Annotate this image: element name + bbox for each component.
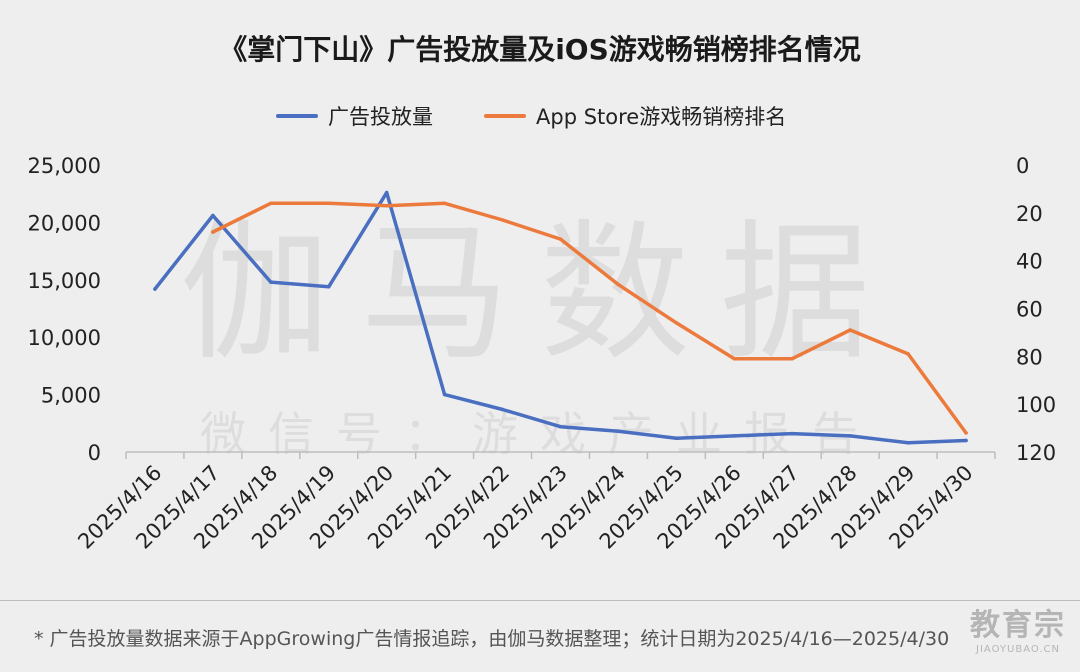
footnote: * 广告投放量数据来源于AppGrowing广告情报追踪，由伽马数据整理；统计日…: [34, 628, 950, 650]
y-right-tick-label: 80: [1016, 345, 1043, 369]
y-right-tick-label: 0: [1016, 154, 1029, 178]
series-0-point: [269, 280, 273, 284]
series-0-point: [790, 431, 795, 436]
series-0-point: [616, 429, 621, 434]
y-right-tick-label: 120: [1016, 441, 1056, 465]
series-0-point: [558, 424, 563, 429]
series-0-point: [674, 436, 679, 441]
chart-title: 《掌门下山》广告投放量及iOS游戏畅销榜排名情况: [219, 33, 861, 66]
brand-watermark: 教育宗 JIAOYUBAO.CN: [970, 600, 1066, 655]
y-right-tick-label: 40: [1016, 250, 1043, 274]
series-line-1: [211, 201, 968, 435]
series-1-point: [848, 328, 852, 332]
series-1-point: [616, 282, 621, 287]
series-1-point: [384, 203, 389, 208]
series-1-point: [558, 237, 563, 241]
series-0-point: [326, 284, 331, 289]
series-1-point: [732, 356, 737, 361]
y-left-tick-label: 10,000: [28, 326, 101, 350]
series-0-point: [906, 441, 910, 445]
series-0-point: [500, 407, 505, 412]
series-1-point: [674, 321, 679, 325]
series-1-point: [964, 431, 968, 435]
series-0-point: [211, 213, 215, 218]
series-0-point: [732, 434, 737, 438]
footer-divider: [0, 600, 1080, 601]
y-left-tick-label: 0: [88, 441, 101, 465]
y-left-tick-label: 5,000: [41, 384, 101, 408]
y-right-tick-label: 100: [1016, 393, 1056, 417]
brand-watermark-main: 教育宗: [970, 608, 1066, 643]
series-0-point: [153, 287, 157, 291]
watermark-main: 伽马数据: [180, 207, 900, 381]
legend-label-1: App Store游戏畅销榜排名: [536, 105, 786, 129]
series-1-point: [211, 230, 215, 234]
y-left-tick-label: 15,000: [28, 269, 101, 293]
y-left-tick-label: 20,000: [28, 211, 101, 235]
brand-watermark-sub: JIAOYUBAO.CN: [976, 644, 1060, 655]
series-0-point: [964, 438, 968, 443]
series-1-point: [269, 201, 273, 206]
series-0-point: [442, 392, 447, 397]
legend-label-0: 广告投放量: [328, 105, 433, 129]
series-1-point: [326, 201, 331, 206]
series-1-point: [790, 356, 795, 361]
series-1-point: [906, 352, 910, 356]
series-0-point: [848, 434, 852, 438]
series-1-point: [500, 218, 505, 222]
y-left-tick-label: 25,000: [28, 154, 101, 178]
series-1-point: [442, 201, 447, 206]
series-0-point: [384, 190, 389, 195]
y-right-tick-label: 20: [1016, 202, 1043, 226]
y-right-tick-label: 60: [1016, 298, 1043, 322]
